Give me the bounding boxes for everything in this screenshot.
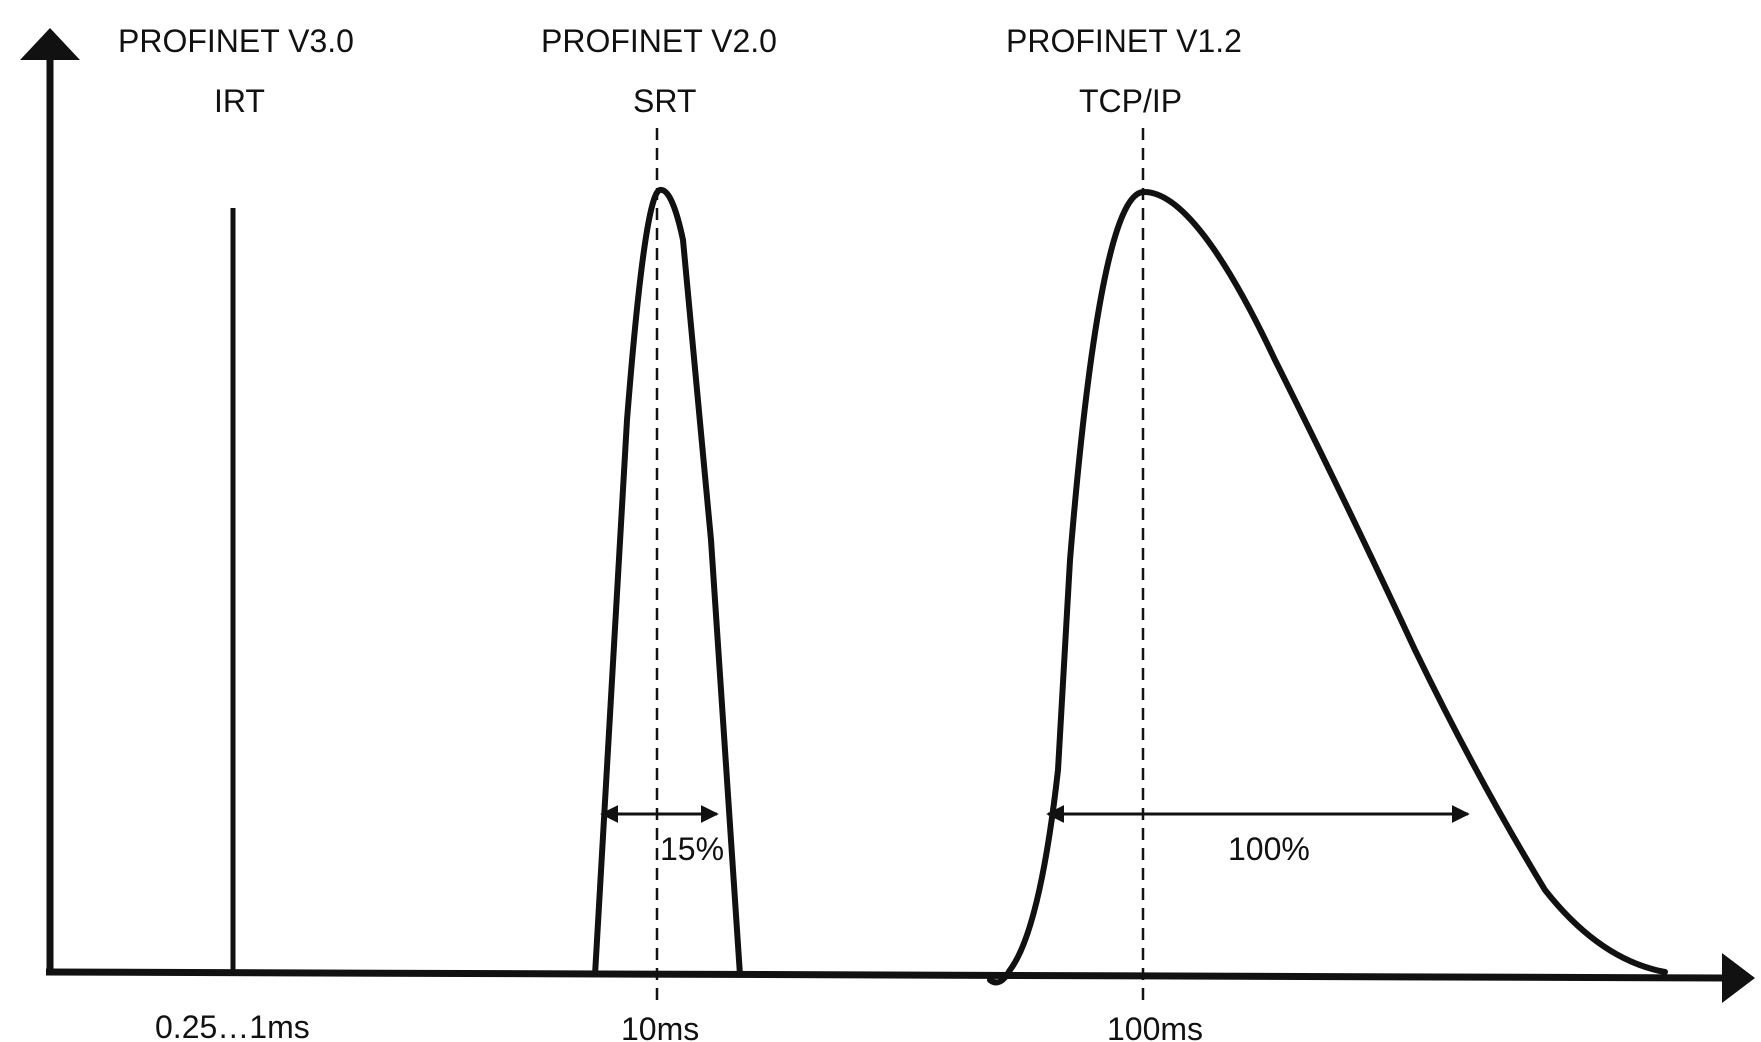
srt-group [592, 128, 743, 1008]
tcpip-name-label: TCP/IP [1079, 83, 1182, 119]
irt-time-label: 0.25…1ms [155, 1009, 310, 1042]
x-axis [45, 968, 1726, 982]
tcpip-jitter-label: 100% [1228, 831, 1310, 867]
x-axis-arrowhead [1722, 953, 1755, 1003]
srt-jitter-label: 15% [660, 831, 724, 867]
irt-name-label: IRT [214, 83, 265, 119]
srt-distribution-curve [592, 187, 743, 976]
srt-name-label: SRT [633, 83, 696, 119]
tcpip-group [987, 128, 1668, 1008]
srt-time-label: 10ms [621, 1011, 699, 1042]
axes [20, 28, 1755, 1003]
labels: PROFINET V3.0 IRT 0.25…1ms PROFINET V2.0… [118, 23, 1310, 1042]
tcpip-version-label: PROFINET V1.2 [1006, 23, 1242, 59]
y-axis-arrowhead [20, 28, 80, 60]
srt-version-label: PROFINET V2.0 [541, 23, 777, 59]
tcpip-time-label: 100ms [1107, 1011, 1203, 1042]
irt-version-label: PROFINET V3.0 [118, 23, 354, 59]
tcpip-distribution-curve [987, 188, 1668, 986]
